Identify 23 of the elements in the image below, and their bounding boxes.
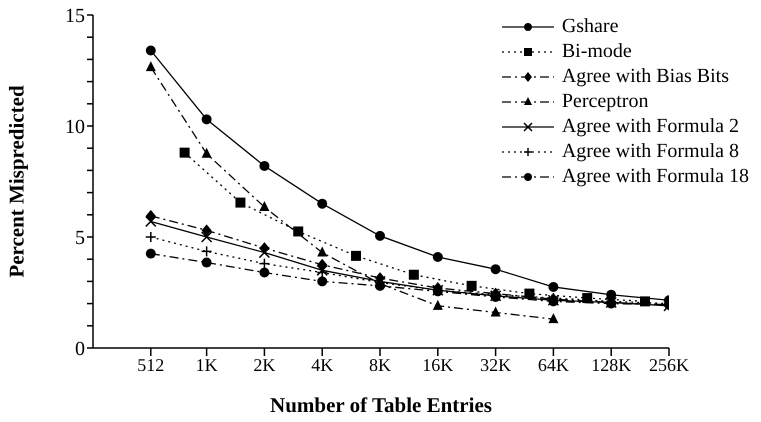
- x-tick-label: 4K: [311, 354, 334, 375]
- legend-label: Gshare: [562, 14, 618, 39]
- legend-label: Perceptron: [562, 89, 648, 114]
- x-tick-label: 64K: [538, 354, 569, 375]
- x-tick-label: 16K: [422, 354, 454, 375]
- x-tick-label: 128K: [591, 354, 632, 375]
- x-tick-label: 8K: [369, 354, 392, 375]
- x-axis-title: Number of Table Entries: [270, 393, 492, 417]
- legend-label: Bi-mode: [562, 39, 632, 64]
- legend-label: Agree with Bias Bits: [562, 64, 730, 89]
- y-tick-label: 15: [65, 5, 85, 28]
- y-axis-title: Percent Mispredicted: [4, 85, 28, 278]
- y-tick-label: 0: [75, 338, 85, 360]
- x-tick-label: 32K: [480, 354, 512, 375]
- x-tick-label: 256K: [649, 354, 689, 375]
- legend-label: Agree with Formula 18: [562, 164, 749, 189]
- y-tick-label: 5: [75, 227, 85, 250]
- x-tick-label: 2K: [253, 354, 276, 375]
- x-tick-label: 512: [137, 354, 164, 375]
- x-tick-label: 1K: [196, 354, 218, 375]
- legend-label: Agree with Formula 8: [562, 139, 739, 164]
- legend-label: Agree with Formula 2: [562, 114, 739, 139]
- y-tick-label: 10: [65, 116, 85, 138]
